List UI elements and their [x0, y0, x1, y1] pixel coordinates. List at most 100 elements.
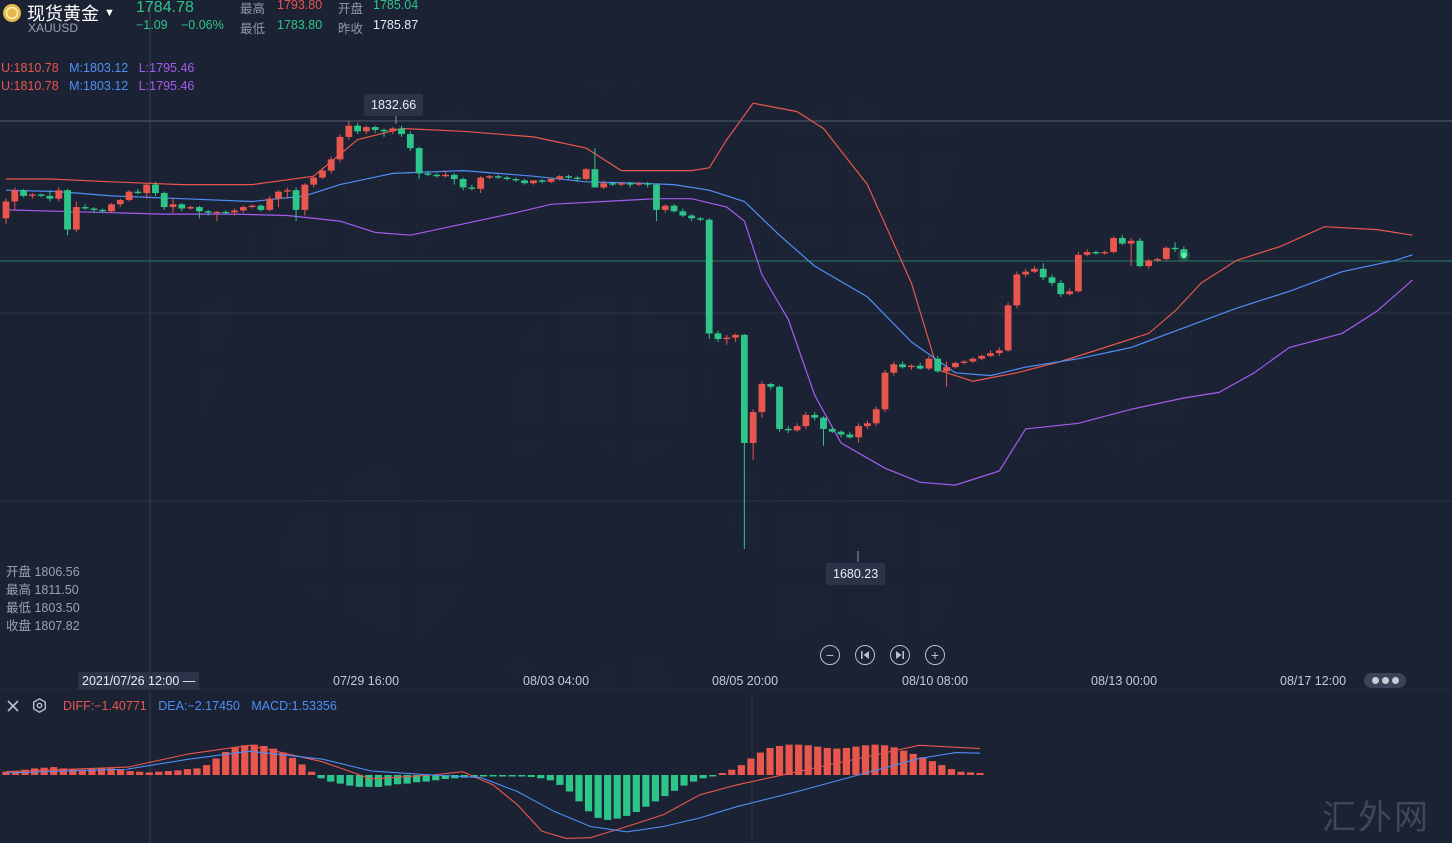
map-dot — [578, 359, 580, 361]
time-tick: 08/10 08:00 — [902, 674, 969, 688]
map-dot — [1100, 359, 1102, 361]
map-dot — [596, 341, 598, 343]
map-dot — [398, 512, 400, 514]
map-dot — [596, 287, 598, 289]
map-dot — [785, 593, 787, 595]
candle — [925, 355, 933, 370]
macd-bar — [479, 775, 488, 777]
map-dot — [1028, 350, 1030, 352]
map-dot — [380, 521, 382, 523]
map-dot — [398, 125, 400, 127]
map-dot — [911, 638, 913, 640]
map-dot — [812, 116, 814, 118]
candle-body — [134, 191, 142, 194]
map-dot — [875, 485, 877, 487]
macd-bar — [202, 765, 211, 775]
ohlc-high: 最高 1811.50 — [6, 583, 79, 597]
map-dot — [641, 413, 643, 415]
map-dot — [650, 368, 652, 370]
candlestick-chart[interactable] — [0, 0, 1452, 690]
zoom-in-button[interactable]: + — [925, 645, 945, 665]
map-dot — [452, 539, 454, 541]
map-dot — [1037, 359, 1039, 361]
map-dot — [542, 395, 544, 397]
map-dot — [407, 638, 409, 640]
map-dot — [443, 134, 445, 136]
map-dot — [560, 314, 562, 316]
map-dot — [1037, 413, 1039, 415]
map-dot — [353, 557, 355, 559]
close-icon[interactable] — [6, 699, 20, 713]
map-dot — [335, 215, 337, 217]
step-forward-button[interactable] — [890, 645, 910, 665]
time-tick: 08/05 20:00 — [712, 674, 779, 688]
map-dot — [1037, 386, 1039, 388]
map-dot — [839, 107, 841, 109]
map-dot — [344, 179, 346, 181]
more-options-button[interactable] — [1364, 673, 1406, 688]
symbol-selector[interactable]: 现货黄金 ▼ — [2, 0, 115, 26]
candle-body — [644, 183, 652, 185]
macd-bar — [775, 745, 784, 775]
zoom-out-button[interactable]: − — [820, 645, 840, 665]
candle — [864, 420, 871, 429]
candle — [723, 334, 731, 345]
map-dot — [929, 629, 931, 631]
macd-bar — [919, 757, 927, 775]
map-dot — [866, 548, 868, 550]
map-dot — [209, 341, 211, 343]
macd-chart[interactable] — [0, 693, 1452, 843]
map-dot — [1136, 449, 1138, 451]
map-dot — [596, 404, 598, 406]
map-dot — [803, 206, 805, 208]
map-dot — [362, 206, 364, 208]
candle — [1022, 268, 1030, 278]
map-dot — [1136, 377, 1138, 379]
map-dot — [1001, 341, 1003, 343]
map-dot — [443, 521, 445, 523]
map-dot — [452, 521, 454, 523]
map-dot — [1091, 359, 1093, 361]
map-dot — [938, 575, 940, 577]
map-dot — [452, 530, 454, 532]
macd-bar — [518, 775, 526, 777]
map-dot — [695, 404, 697, 406]
map-dot — [623, 404, 625, 406]
map-dot — [326, 512, 328, 514]
map-dot — [1037, 314, 1039, 316]
map-dot — [380, 143, 382, 145]
macd-bar — [556, 775, 564, 785]
map-dot — [1028, 368, 1030, 370]
map-dot — [839, 584, 841, 586]
map-dot — [560, 350, 562, 352]
step-back-button[interactable] — [855, 645, 875, 665]
map-dot — [866, 584, 868, 586]
map-dot — [407, 251, 409, 253]
map-dot — [200, 404, 202, 406]
map-dot — [884, 215, 886, 217]
map-dot — [668, 368, 670, 370]
macd-bar — [651, 775, 659, 802]
map-dot — [848, 188, 850, 190]
map-dot — [1064, 413, 1066, 415]
map-dot — [857, 170, 859, 172]
map-dot — [1109, 404, 1111, 406]
candle-body — [108, 204, 115, 212]
map-dot — [839, 593, 841, 595]
map-dot — [1037, 395, 1039, 397]
map-dot — [1145, 368, 1147, 370]
map-dot — [362, 143, 364, 145]
map-dot — [803, 584, 805, 586]
map-dot — [569, 332, 571, 334]
map-dot — [830, 116, 832, 118]
map-dot — [803, 503, 805, 505]
map-dot — [614, 674, 616, 676]
map-dot — [605, 683, 607, 685]
macd-bar — [814, 746, 822, 775]
map-dot — [713, 323, 715, 325]
map-dot — [893, 143, 895, 145]
settings-icon[interactable] — [32, 698, 47, 713]
map-dot — [515, 431, 517, 433]
map-dot — [839, 530, 841, 532]
map-dot — [344, 566, 346, 568]
